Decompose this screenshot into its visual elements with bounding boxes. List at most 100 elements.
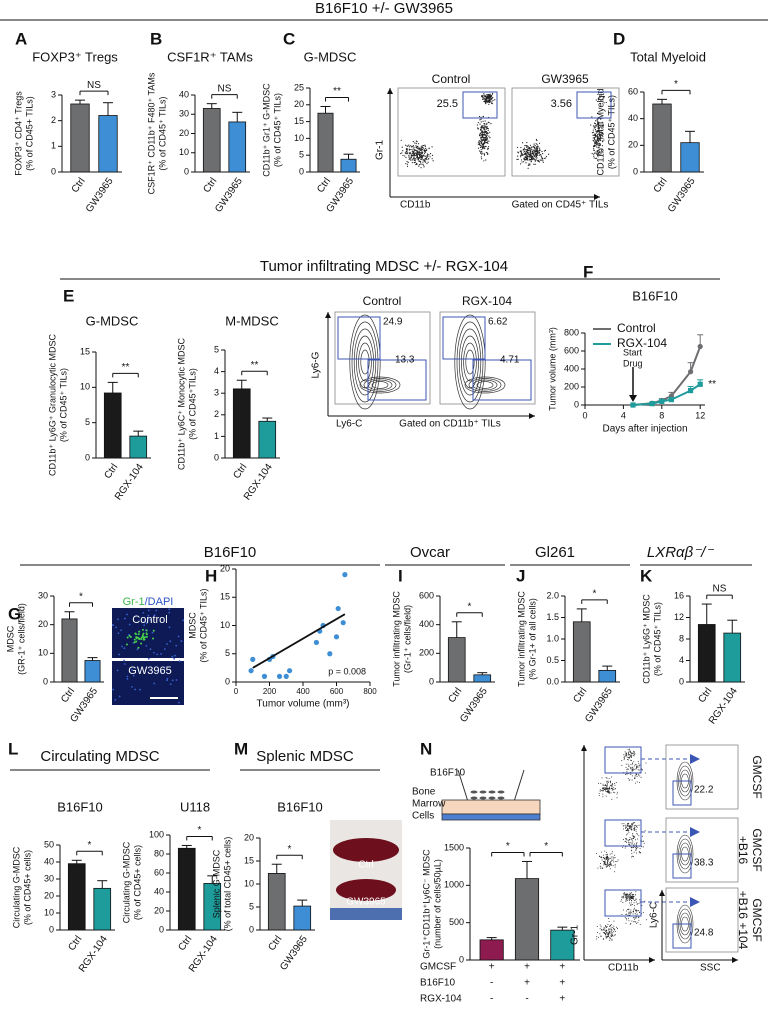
stain-dot: [138, 630, 141, 633]
flow-dot: [428, 158, 430, 160]
flow-dot: [598, 128, 600, 130]
bar: [93, 887, 112, 931]
flow-dot: [521, 142, 524, 144]
y-tick-label: 1500: [444, 842, 464, 852]
flow-dot: [424, 155, 426, 157]
flow-dot: [596, 119, 598, 121]
flow-dot: [634, 913, 636, 915]
flow-dot: [627, 749, 629, 751]
flow-dot: [629, 893, 631, 895]
flow-dot: [634, 782, 636, 784]
y-tick-label: 0: [225, 676, 230, 686]
flow-dot: [536, 143, 538, 146]
flow-gate: [337, 316, 381, 360]
flow-dot: [417, 143, 420, 145]
flow-dot: [602, 796, 604, 798]
flow-dot: [599, 924, 601, 926]
bar: [317, 112, 334, 173]
y-tick-label: 10: [179, 147, 189, 157]
flow-dot: [614, 792, 616, 794]
flow-dot: [632, 911, 634, 913]
flow-dot: [481, 153, 483, 155]
flow-dot: [594, 141, 596, 143]
panel-letter: N: [420, 739, 432, 758]
flow-dot: [532, 145, 535, 147]
flow-dot: [597, 121, 599, 123]
flow-dot: [420, 151, 422, 154]
stain-dot: [123, 647, 126, 650]
flow-dot: [612, 859, 614, 861]
flow-dot: [624, 892, 626, 894]
flow-dot: [635, 843, 637, 845]
flow-dot: [400, 139, 402, 141]
flow-dot: [545, 157, 547, 159]
flow-dot: [524, 156, 526, 158]
flow-dot: [594, 126, 597, 128]
x-tick-label: Ctrl: [266, 934, 284, 953]
flow-dot: [483, 134, 485, 136]
condition-name: B16F10: [420, 978, 455, 989]
flow-dot: [638, 766, 640, 768]
flow-dot: [401, 152, 403, 154]
flow-dot: [627, 842, 629, 844]
bar: [572, 621, 591, 683]
stain-dot: [180, 640, 183, 642]
flow-dot: [593, 157, 595, 159]
flow-dot: [611, 787, 613, 789]
flow-dot: [627, 778, 629, 780]
tumor-cell: [479, 790, 487, 794]
flow-dot: [590, 124, 592, 126]
flow-dot: [630, 896, 632, 898]
flow-gate: [576, 91, 612, 119]
flow-dot: [414, 160, 416, 162]
flow-dot: [536, 148, 538, 150]
flow-dot: [616, 926, 618, 928]
flow-dot: [639, 924, 641, 926]
flow-dot: [542, 161, 544, 163]
y-tick-label: 0: [459, 954, 464, 964]
flow-dot: [626, 829, 628, 831]
flow-dot: [606, 784, 608, 786]
y-tick-label: 5: [299, 150, 304, 160]
flow-dot: [595, 132, 597, 134]
flow-dot: [477, 143, 479, 145]
flow-dot: [634, 918, 636, 920]
flow-dot: [607, 780, 609, 782]
flow-dot: [410, 153, 412, 155]
flow-dot: [526, 145, 528, 147]
flow-dot: [631, 839, 633, 841]
flow-dot: [630, 842, 632, 844]
flow-dot: [601, 929, 603, 931]
flow-dot: [609, 858, 611, 860]
x-tick-label: Ctrl: [446, 686, 464, 705]
flow-dot: [525, 144, 527, 147]
flow-dot: [633, 851, 635, 853]
stain-dot: [171, 655, 174, 658]
flow-dot: [489, 100, 491, 103]
flow-dot: [480, 136, 482, 138]
flow-dot: [631, 754, 633, 756]
flow-dot: [644, 772, 646, 774]
arrowhead: [690, 827, 700, 837]
flow-dot: [636, 826, 638, 828]
flow-dot: [638, 762, 640, 764]
flow-contour: [360, 349, 370, 375]
flow-dot: [535, 143, 537, 145]
flow-dot: [638, 824, 640, 826]
flow-dot: [646, 919, 648, 921]
flow-dot: [427, 153, 429, 155]
flow-dot: [536, 160, 538, 162]
flow-dot: [596, 131, 598, 133]
flow-dot: [603, 139, 605, 141]
flow-dot: [600, 136, 602, 139]
flow-row-label: +B16: [736, 836, 750, 865]
flow-dot: [597, 152, 599, 155]
flow-dot: [479, 123, 481, 125]
stain-dot: [136, 648, 139, 651]
flow-dot: [630, 902, 632, 904]
flow-dot: [636, 781, 638, 783]
flow-dot: [522, 148, 525, 150]
flow-dot: [548, 153, 550, 155]
flow-contour: [465, 349, 475, 375]
flow-dot: [636, 852, 638, 854]
